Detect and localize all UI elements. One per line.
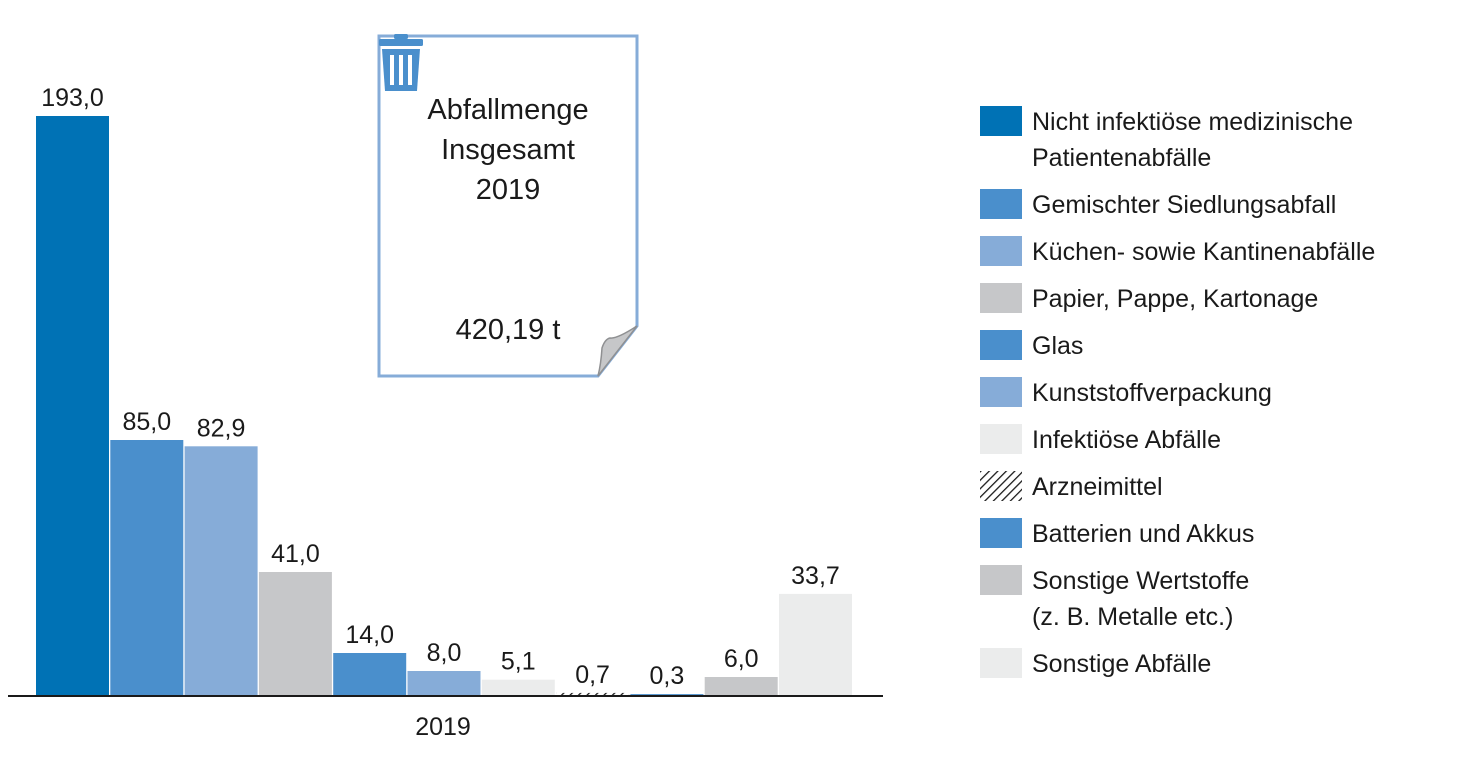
bar-value-label-5: 14,0 — [345, 621, 394, 649]
bar-2 — [110, 440, 184, 695]
legend-swatch — [980, 377, 1022, 407]
x-axis-category-label: 2019 — [415, 713, 471, 741]
bar-value-label-11: 33,7 — [791, 562, 840, 590]
bar-6 — [407, 671, 481, 695]
total-callout: Abfallmenge Insgesamt 2019 420,19 t — [377, 34, 639, 378]
legend-swatch — [980, 648, 1022, 678]
legend-item: Batterien und Akkus — [980, 516, 1450, 552]
legend-label: Sonstige Abfälle — [1032, 650, 1212, 678]
legend-swatch — [980, 424, 1022, 454]
legend-label: Arzneimittel — [1032, 473, 1163, 501]
legend-item: Kunststoffverpackung — [980, 375, 1450, 411]
bar-5 — [333, 653, 407, 695]
bar-1 — [36, 116, 109, 695]
legend-item: Sonstige Wertstoffe (z. B. Metalle etc.) — [980, 563, 1450, 635]
bar-value-label-10: 6,0 — [724, 645, 759, 673]
legend-label: Küchen- sowie Kantinenabfälle — [1032, 238, 1376, 266]
callout-note-shape — [377, 34, 639, 378]
legend-item: Infektiöse Abfälle — [980, 422, 1450, 458]
bar-8 — [556, 692, 630, 695]
bar-10 — [704, 677, 778, 695]
legend-swatch — [980, 471, 1022, 501]
trash-can-icon — [379, 34, 423, 91]
legend-swatch — [980, 283, 1022, 313]
legend-item: Nicht infektiöse medizinische Patientena… — [980, 104, 1450, 176]
legend-label: Kunststoffverpackung — [1032, 379, 1272, 407]
bar-value-label-4: 41,0 — [271, 540, 320, 568]
callout-total: 420,19 t — [455, 314, 561, 346]
legend-swatch — [980, 565, 1022, 595]
legend-swatch — [980, 106, 1022, 136]
legend-label: Nicht infektiöse medizinische Patientena… — [1032, 108, 1353, 172]
legend-swatch — [980, 518, 1022, 548]
bar-value-label-7: 5,1 — [501, 648, 536, 676]
legend-item: Arzneimittel — [980, 469, 1450, 505]
bar-4 — [258, 572, 332, 695]
legend-label: Gemischter Siedlungsabfall — [1032, 191, 1337, 219]
legend-label: Papier, Pappe, Kartonage — [1032, 285, 1319, 313]
bar-value-label-2: 85,0 — [122, 408, 171, 436]
bar-3 — [184, 446, 258, 695]
legend-swatch — [980, 189, 1022, 219]
legend-swatch — [980, 330, 1022, 360]
callout-year: 2019 — [475, 174, 541, 206]
bar-7 — [481, 679, 555, 695]
legend-label: Glas — [1032, 332, 1084, 360]
legend-item: Gemischter Siedlungsabfall — [980, 187, 1450, 223]
bar-9 — [630, 694, 704, 695]
chart-legend: Nicht infektiöse medizinische Patientena… — [980, 104, 1450, 682]
bar-value-label-3: 82,9 — [197, 414, 246, 442]
bar-11 — [779, 593, 852, 695]
legend-label: Infektiöse Abfälle — [1032, 426, 1222, 454]
legend-label: Sonstige Wertstoffe (z. B. Metalle etc.) — [1032, 567, 1250, 631]
bar-value-label-6: 8,0 — [427, 639, 462, 667]
callout-title: Abfallmenge Insgesamt — [427, 94, 589, 166]
bar-value-label-8: 0,7 — [575, 661, 610, 689]
legend-item: Glas — [980, 328, 1450, 364]
bar-value-label-1: 193,0 — [41, 84, 104, 112]
bar-value-label-9: 0,3 — [650, 662, 685, 690]
legend-label: Batterien und Akkus — [1032, 520, 1255, 548]
legend-swatch — [980, 236, 1022, 266]
legend-item: Papier, Pappe, Kartonage — [980, 281, 1450, 317]
legend-item: Sonstige Abfälle — [980, 646, 1450, 682]
legend-item: Küchen- sowie Kantinenabfälle — [980, 234, 1450, 270]
